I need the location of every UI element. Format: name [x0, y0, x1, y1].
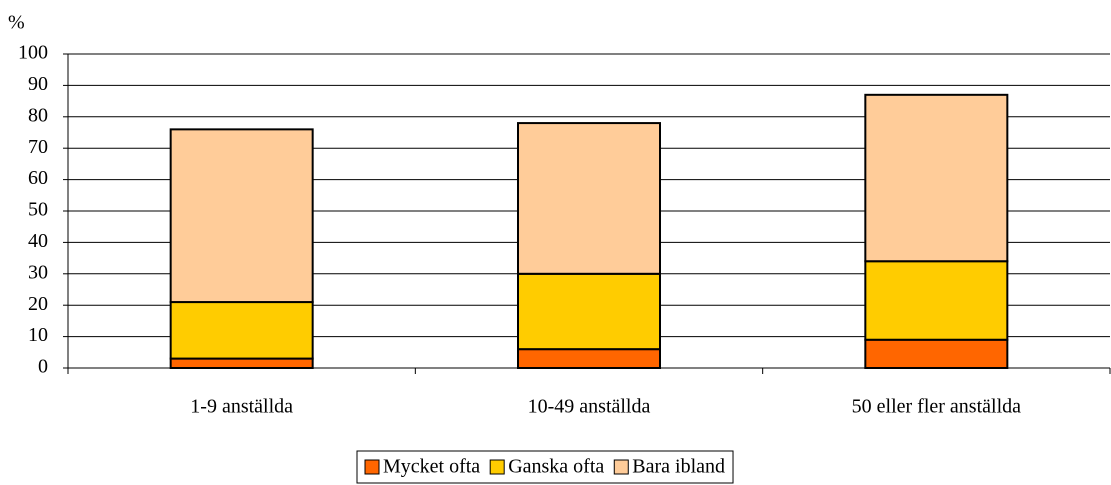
- legend-box: [356, 450, 734, 484]
- bar-segment: [517, 122, 661, 275]
- bar-segment: [864, 338, 1009, 369]
- legend-swatch: [364, 459, 380, 475]
- y-axis-label: %: [8, 12, 25, 34]
- y-tick-label: 70: [28, 136, 48, 158]
- x-tick-label: 10-49 anställda: [528, 396, 651, 418]
- y-tick-label: 20: [28, 293, 48, 315]
- y-tick-label: 50: [28, 199, 48, 221]
- bar-segment: [169, 301, 314, 360]
- y-tick-label: 0: [38, 356, 48, 378]
- y-tick-label: 30: [28, 261, 48, 283]
- bar-segment: [517, 272, 661, 351]
- y-tick-label: 100: [18, 42, 48, 64]
- legend-label: Mycket ofta: [383, 456, 480, 478]
- y-tick-label: 40: [28, 230, 48, 252]
- y-tick-label: 60: [28, 167, 48, 189]
- bar-segment: [169, 128, 314, 304]
- legend: Mycket ofta Ganska ofta Bara ibland: [356, 450, 734, 484]
- legend-label: Bara ibland: [632, 456, 725, 478]
- bar-segment: [864, 260, 1009, 341]
- bar-segment: [864, 93, 1009, 263]
- legend-label: Ganska ofta: [508, 456, 604, 478]
- y-tick-label: 80: [28, 104, 48, 126]
- x-tick-label: 50 eller fler anställda: [852, 396, 1021, 418]
- y-tick-label: 90: [28, 73, 48, 95]
- legend-swatch: [489, 459, 505, 475]
- bar-segment: [169, 357, 314, 369]
- x-tick-label: 1-9 anställda: [190, 396, 293, 418]
- legend-swatch: [613, 459, 629, 475]
- bar-segment: [517, 348, 661, 370]
- y-tick-label: 10: [28, 324, 48, 346]
